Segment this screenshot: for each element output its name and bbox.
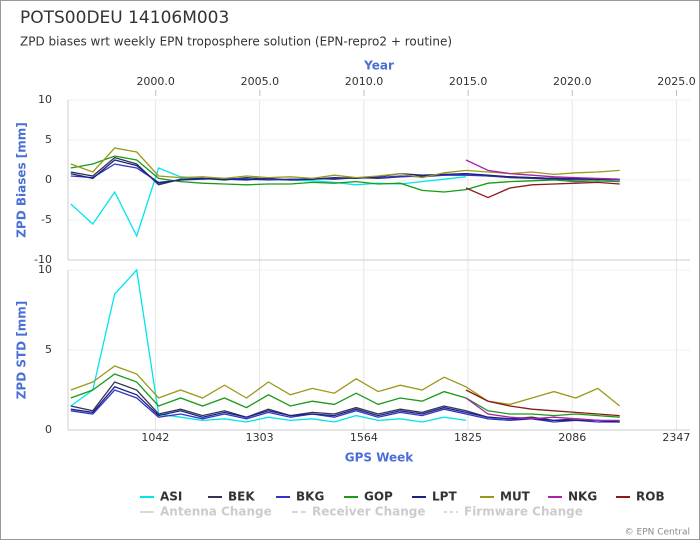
x-tick-label: 1303 (246, 431, 274, 444)
series-line (70, 381, 620, 423)
y-tick-label: 5 (45, 343, 52, 356)
x-tick-label: 2347 (662, 431, 690, 444)
y-axis-label: ZPD STD [mm] (15, 301, 29, 400)
series-line (70, 268, 467, 423)
x-tick-label: 2086 (558, 431, 586, 444)
series-line (70, 159, 620, 184)
chart-title: POTS00DEU 14106M003 (20, 8, 229, 28)
y-tick-label: 0 (45, 173, 52, 186)
series-line (70, 373, 620, 418)
top-x-tick-label: 2005.0 (241, 75, 280, 88)
y-tick-label: -5 (41, 213, 52, 226)
top-x-tick-label: 2010.0 (345, 75, 384, 88)
legend-label: GOP (364, 490, 393, 504)
top-x-tick-label: 2025.0 (657, 75, 696, 88)
credit: © EPN Central (625, 528, 690, 538)
series-line (70, 147, 620, 180)
series-line (465, 397, 620, 422)
top-x-tick-label: 2020.0 (553, 75, 592, 88)
top-x-tick-label: 2000.0 (136, 75, 175, 88)
series-line (465, 389, 620, 417)
legend-label: Antenna Change (160, 505, 272, 519)
series-line (70, 365, 621, 407)
series-line (465, 181, 620, 199)
y-tick-label: 10 (38, 93, 52, 106)
legend-label: MUT (500, 490, 531, 504)
y-tick-label: 10 (38, 263, 52, 276)
x-axis-label: GPS Week (345, 451, 415, 465)
legend-label: Receiver Change (312, 505, 426, 519)
y-axis-label: ZPD Biases [mm] (15, 122, 29, 238)
legend-label: BKG (296, 490, 324, 504)
x-tick-label: 1825 (454, 431, 482, 444)
series-line (70, 155, 620, 193)
legend-label: Firmware Change (464, 505, 583, 519)
x-tick-label: 1042 (141, 431, 169, 444)
legend-label: LPT (432, 490, 457, 504)
top-x-axis-label: Year (363, 59, 394, 73)
chart-subtitle: ZPD biases wrt weekly EPN troposphere so… (20, 35, 452, 49)
legend-label: BEK (228, 490, 255, 504)
legend-label: ASI (160, 490, 182, 504)
legend-label: NKG (568, 490, 597, 504)
top-x-tick-label: 2015.0 (449, 75, 488, 88)
y-tick-label: 5 (45, 133, 52, 146)
x-tick-label: 1564 (350, 431, 378, 444)
y-tick-label: -10 (34, 253, 52, 266)
y-tick-label: 0 (45, 423, 52, 436)
legend-label: ROB (636, 490, 665, 504)
series-line (465, 159, 620, 180)
